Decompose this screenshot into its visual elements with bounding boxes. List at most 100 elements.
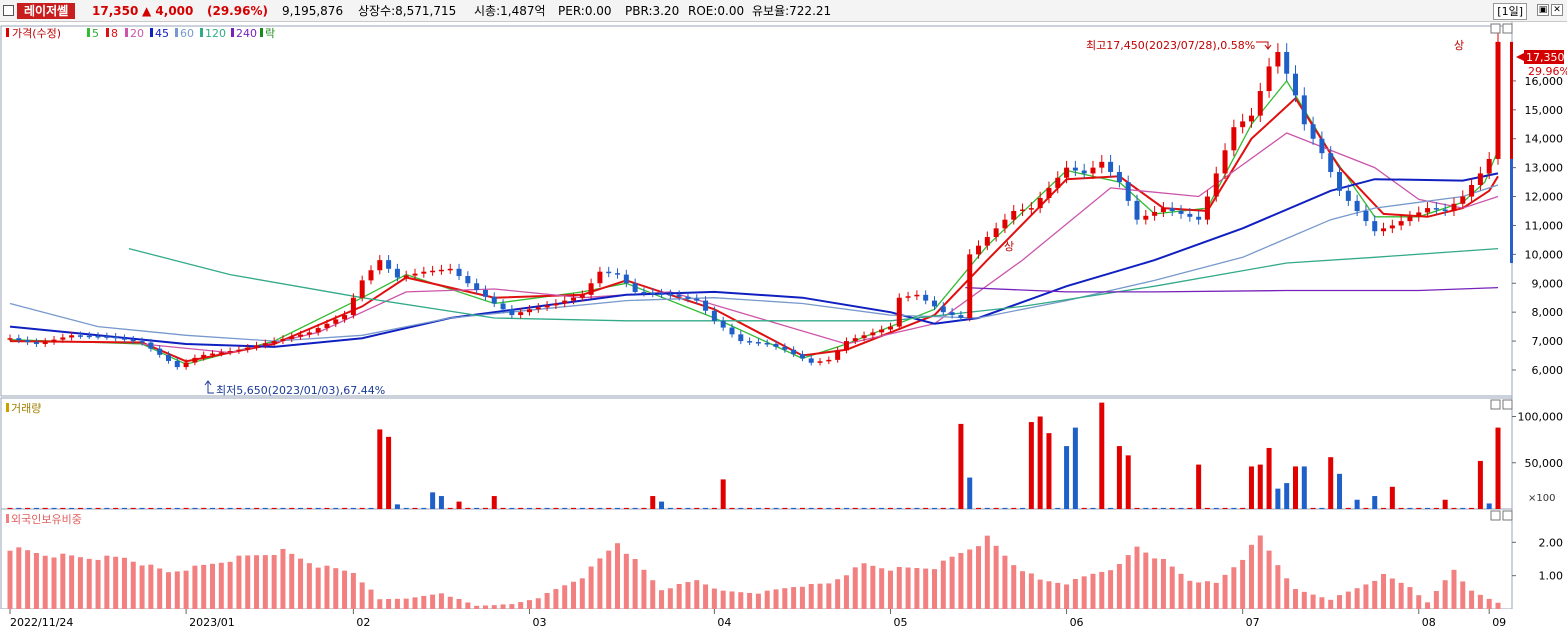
foreign-ownership-bar	[1222, 574, 1228, 609]
volume-bar	[826, 507, 832, 509]
candle-body	[518, 312, 524, 316]
volume-bar	[438, 496, 444, 509]
candle-body	[976, 245, 982, 255]
candle-body	[641, 291, 647, 294]
candle-body	[711, 310, 717, 321]
volume-bar	[1442, 499, 1448, 509]
foreign-ownership-bar	[262, 555, 268, 609]
foreign-ownership-bar	[958, 553, 964, 609]
foreign-ownership-bar	[438, 593, 444, 609]
foreign-ownership-bar	[148, 564, 154, 609]
candle-body	[148, 342, 154, 349]
foreign-tick-label: 1.00	[1539, 570, 1564, 583]
volume-bar	[535, 507, 541, 509]
volume-bar	[1222, 507, 1228, 509]
panel-controls[interactable]	[1490, 23, 1513, 521]
volume-bar	[1055, 507, 1061, 509]
volume-bar	[676, 507, 682, 509]
candle-body	[1108, 161, 1114, 172]
volume-bar	[474, 507, 480, 509]
foreign-ownership-bar	[711, 588, 717, 609]
retention-ratio: 유보율:722.21	[752, 4, 832, 18]
foreign-panel-restore-icon[interactable]	[1490, 510, 1501, 521]
candle-body	[747, 341, 753, 343]
ma-line-120	[128, 247, 1499, 322]
volume-bar	[967, 477, 973, 509]
foreign-ownership-bar	[51, 557, 57, 609]
foreign-ownership-bar	[1451, 569, 1457, 609]
high-arrow-icon	[1256, 41, 1272, 50]
foreign-ownership-bar	[852, 567, 858, 609]
volume-bar	[1266, 447, 1272, 509]
volume-bar	[1125, 455, 1131, 509]
volume-bar	[113, 507, 119, 509]
candle-body	[1416, 212, 1422, 217]
candle-body	[676, 294, 682, 297]
volume-panel-close-icon[interactable]	[1502, 399, 1513, 410]
foreign-ownership-bar	[914, 568, 920, 609]
candle-body	[1257, 91, 1263, 116]
volume-bar	[95, 507, 101, 509]
volume-bar	[315, 507, 321, 509]
volume-bar	[1196, 464, 1202, 509]
candle-body	[174, 360, 180, 368]
foreign-ownership-bar	[412, 597, 418, 609]
candle-body	[139, 341, 145, 343]
candle-body	[694, 298, 700, 301]
candle-body	[791, 349, 797, 355]
volume-bar	[210, 507, 216, 509]
volume-panel-restore-icon[interactable]	[1490, 399, 1501, 410]
foreign-ownership-bar	[755, 593, 761, 609]
candle-body	[879, 329, 885, 333]
foreign-ownership-bar	[289, 553, 295, 609]
candle-body	[500, 303, 506, 310]
price-tick-label: 14,000	[1525, 133, 1564, 146]
current-price-label: 17,350	[1526, 51, 1565, 64]
volume-bar	[1020, 507, 1026, 509]
volume-bar	[333, 507, 339, 509]
restore-icon[interactable]: ▣	[1537, 4, 1549, 16]
volume-bar	[1495, 427, 1501, 509]
volume-bar	[394, 504, 400, 509]
candle-body	[606, 271, 612, 274]
candle-body	[77, 335, 83, 337]
foreign-ownership-bar	[1416, 595, 1422, 609]
volume-bar	[703, 507, 709, 509]
candle-body	[1248, 115, 1254, 122]
volume-bar	[7, 507, 13, 509]
price-panel-close-icon[interactable]	[1502, 23, 1513, 34]
stock-name[interactable]: 레이저쎌	[17, 3, 76, 19]
low-arrow-icon	[204, 380, 214, 394]
candle-body	[782, 346, 788, 350]
volume-bar	[16, 507, 22, 509]
foreign-ownership-bar	[403, 598, 409, 609]
close-icon[interactable]: ✕	[1551, 4, 1563, 16]
price-tick-label: 7,000	[1532, 335, 1564, 348]
foreign-ownership-bar	[456, 599, 462, 609]
candle-body	[368, 270, 374, 281]
foreign-ownership-bar	[1407, 587, 1413, 609]
volume-bar	[77, 507, 83, 509]
select-checkbox[interactable]	[3, 5, 14, 16]
price-tick-label: 15,000	[1525, 104, 1564, 117]
foreign-ownership-bar	[394, 598, 400, 609]
volume-bar	[174, 507, 180, 509]
candle-body	[1266, 66, 1272, 92]
foreign-ownership-bar	[553, 589, 559, 609]
volume-bar	[931, 507, 937, 509]
candle-body	[33, 342, 39, 344]
volume-bar	[447, 507, 453, 509]
stock-chart[interactable]: 6,000 7,000 8,000 9,000 10,000 11,000 12,000 13…	[0, 22, 1567, 630]
foreign-panel-close-icon[interactable]	[1502, 510, 1513, 521]
candle-body	[1231, 127, 1237, 151]
volume-bar	[1477, 460, 1483, 509]
price-panel-restore-icon[interactable]	[1490, 23, 1501, 34]
candle-body	[377, 260, 383, 271]
candle-body	[121, 338, 127, 340]
period-selector[interactable]: [1일]	[1493, 3, 1527, 20]
per-value: PER:0.00	[558, 4, 612, 18]
foreign-ownership-bar	[835, 579, 841, 609]
roe-value: ROE:0.00	[688, 4, 745, 18]
foreign-ownership-bar	[482, 605, 488, 609]
volume-bar	[42, 507, 48, 509]
